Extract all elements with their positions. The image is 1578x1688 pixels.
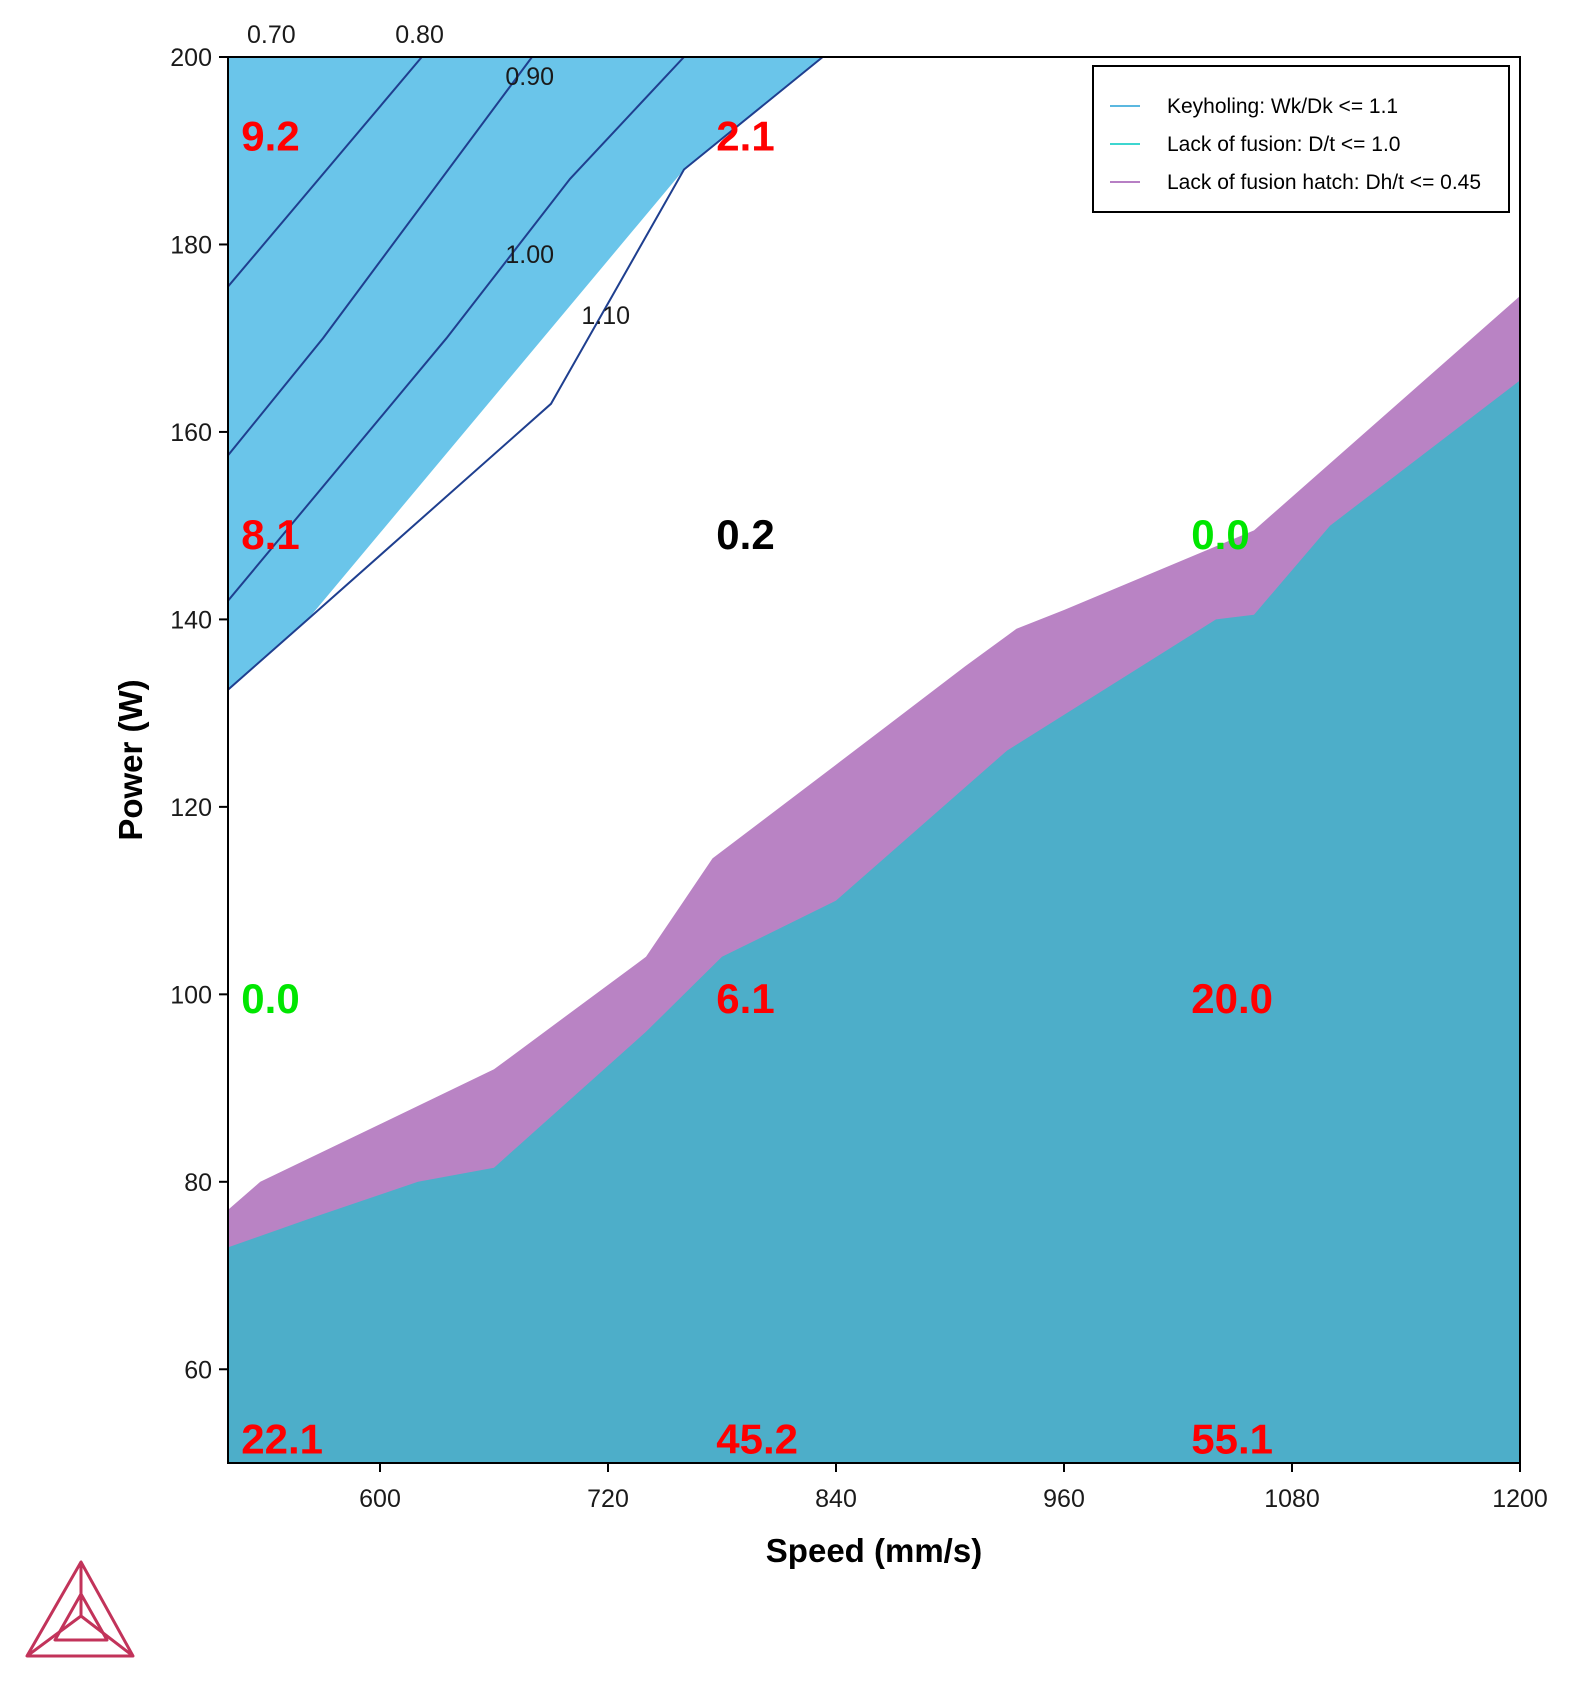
legend-label-keyholing: Keyholing: Wk/Dk <= 1.1 <box>1167 95 1398 118</box>
x-tick-label: 840 <box>815 1485 857 1513</box>
annotation-value-10: 55.1 <box>1191 1416 1273 1463</box>
legend-label-lack-of-fusion-hatch: Lack of fusion hatch: Dh/t <= 0.45 <box>1167 171 1481 194</box>
y-axis-title: Power (W) <box>112 679 149 840</box>
annotation-value-8: 22.1 <box>241 1416 323 1463</box>
annotation-value-1: 2.1 <box>716 113 774 160</box>
speed-power-process-map: 0.70 0.80 0.90 1.00 1.10 9.2 2.1 8.1 0.2 0.0 0.0 6… <box>0 0 1578 1688</box>
x-tick-label: 600 <box>359 1485 401 1513</box>
y-tick-label: 100 <box>170 981 212 1009</box>
annotation-value-2: 8.1 <box>241 511 299 558</box>
contour-label-0.80: 0.80 <box>395 21 444 49</box>
y-tick-label: 60 <box>184 1356 212 1384</box>
annotation-value-0: 9.2 <box>241 113 299 160</box>
x-axis-title: Speed (mm/s) <box>766 1532 982 1569</box>
annotation-value-6: 6.1 <box>716 975 774 1022</box>
y-tick-label: 140 <box>170 606 212 634</box>
contour-label-0.70: 0.70 <box>247 21 296 49</box>
y-axis: 60 80 100 120 140 160 180 200 <box>170 44 228 1384</box>
annotation-value-9: 45.2 <box>716 1416 798 1463</box>
y-tick-label: 180 <box>170 231 212 259</box>
annotation-value-4: 0.0 <box>1191 511 1249 558</box>
annotation-value-5: 0.0 <box>241 975 299 1022</box>
contour-label-0.90: 0.90 <box>505 63 554 91</box>
y-tick-label: 120 <box>170 794 212 822</box>
y-tick-label: 200 <box>170 44 212 72</box>
y-tick-label: 160 <box>170 419 212 447</box>
contour-label-1.10: 1.10 <box>581 302 630 330</box>
x-tick-label: 1080 <box>1264 1485 1320 1513</box>
x-axis: 600 720 840 960 1080 1200 <box>359 1463 1548 1513</box>
annotation-value-3: 0.2 <box>716 511 774 558</box>
contour-label-1.00: 1.00 <box>505 241 554 269</box>
y-tick-label: 80 <box>184 1169 212 1197</box>
x-tick-label: 960 <box>1043 1485 1085 1513</box>
legend: Keyholing: Wk/Dk <= 1.1 Lack of fusion: … <box>1093 66 1509 212</box>
legend-label-lack-of-fusion: Lack of fusion: D/t <= 1.0 <box>1167 133 1400 156</box>
x-tick-label: 1200 <box>1492 1485 1548 1513</box>
thermo-calc-logo-icon <box>27 1562 133 1656</box>
x-tick-label: 720 <box>587 1485 629 1513</box>
annotation-value-7: 20.0 <box>1191 975 1273 1022</box>
